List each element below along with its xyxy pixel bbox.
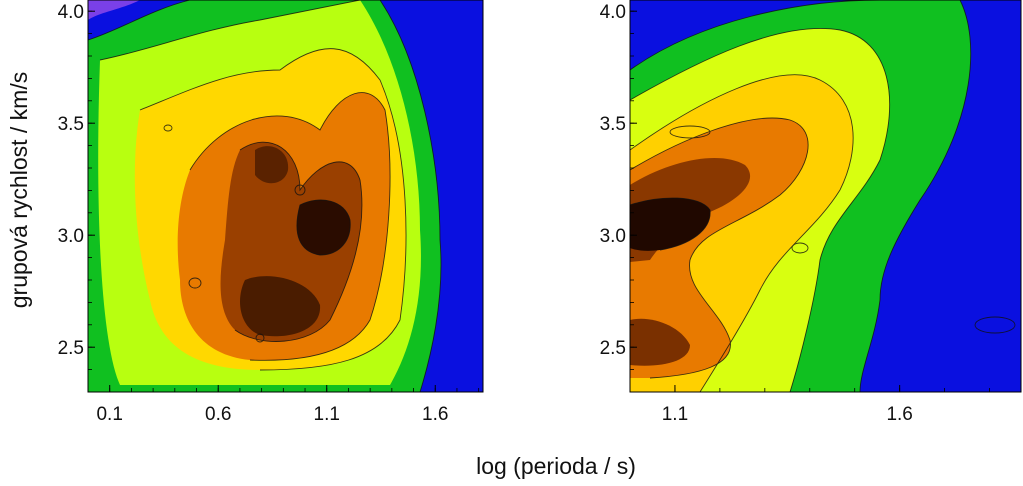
left-panel: 2.5 3.0 3.5 4.0 0.1 0.6 1.1 1.6 xyxy=(58,0,484,425)
right-panel: 2.5 3.0 3.5 4.0 1.1 1.6 xyxy=(600,0,1022,425)
left-x-tick-label: 1.1 xyxy=(314,404,340,425)
left-y-tick-label: 4.0 xyxy=(58,2,84,23)
left-x-tick-label: 0.1 xyxy=(96,404,122,425)
right-x-tick-label: 1.6 xyxy=(886,404,912,425)
right-x-tick-label: 1.1 xyxy=(662,404,688,425)
right-y-tick-label: 4.0 xyxy=(600,2,626,23)
y-axis-title: grupová rychlost / km/s xyxy=(6,72,32,308)
left-plot-frame xyxy=(87,0,484,393)
left-y-tick-label: 3.0 xyxy=(58,226,84,247)
x-axis-title: log (perioda / s) xyxy=(476,453,636,479)
left-y-tick-label: 3.5 xyxy=(58,114,84,135)
right-y-tick-label: 3.0 xyxy=(600,226,626,247)
left-y-tick-label: 2.5 xyxy=(58,338,84,359)
right-axes: 2.5 3.0 3.5 4.0 1.1 1.6 xyxy=(600,2,990,425)
left-x-tick-label: 1.6 xyxy=(422,404,448,425)
right-y-tick-label: 3.5 xyxy=(600,114,626,135)
right-y-tick-label: 2.5 xyxy=(600,338,626,359)
left-x-tick-label: 0.6 xyxy=(205,404,231,425)
left-axes: 2.5 3.0 3.5 4.0 0.1 0.6 1.1 1.6 xyxy=(58,2,480,425)
right-heatmap xyxy=(630,0,1021,392)
right-plot-frame xyxy=(629,0,1022,393)
left-heatmap xyxy=(88,0,483,392)
